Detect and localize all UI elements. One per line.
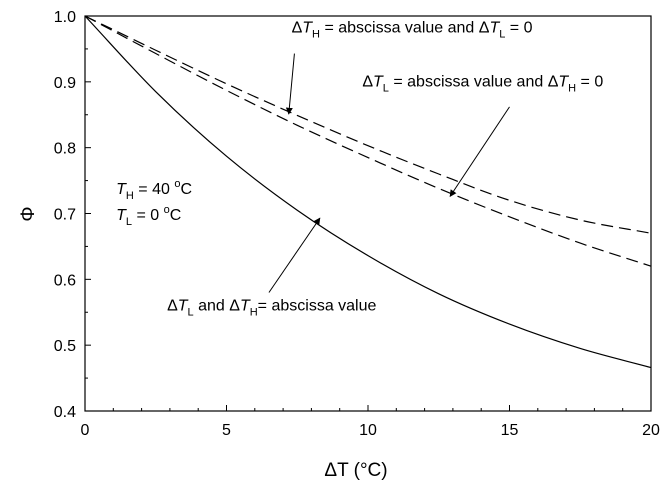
y-tick-label: 0.4 <box>54 404 76 421</box>
series-line-1 <box>84 15 652 234</box>
y-axis-label: Φ <box>18 206 39 221</box>
y-tick-label: 0.7 <box>54 207 76 224</box>
annotation-part: C <box>180 181 192 198</box>
label-low-arrow <box>449 106 510 197</box>
chart-marks <box>84 15 652 369</box>
annotation-part: and Δ <box>194 297 241 314</box>
annotation-part: C <box>170 207 182 224</box>
series-line-2 <box>84 15 652 267</box>
annotation-part: T <box>302 19 313 36</box>
series-line-3 <box>84 15 652 369</box>
annotation-part: = abscissa value <box>258 297 377 314</box>
annotation-part: T <box>489 19 500 36</box>
annotation-part: L <box>383 82 389 94</box>
label-both-arrow <box>268 217 321 293</box>
annotation-part: Δ <box>292 19 303 36</box>
y-tick-label: 0.8 <box>54 141 76 158</box>
annotation-part: = 0 <box>576 73 603 90</box>
annotation-part: T <box>240 297 251 314</box>
annotation-part: L <box>188 306 194 318</box>
annotation-part: Δ <box>362 73 373 90</box>
annotation-part: T <box>116 207 127 224</box>
cond-th-text: TH = 40 oC <box>116 178 192 202</box>
plot-area <box>84 15 652 412</box>
x-axis-label: ΔT (°C) <box>324 460 387 481</box>
cond-tl-text: TL = 0 oC <box>116 204 181 228</box>
tick-labels: 0 5 10 15 20 0.4 0.5 0.6 0.7 0.8 0.9 1.0 <box>54 9 660 439</box>
label-high-text: ΔTH = abscissa value and ΔTL = 0 <box>292 19 533 40</box>
annotation-part: = abscissa value and Δ <box>320 19 490 36</box>
y-tick-label: 0.9 <box>54 75 76 92</box>
annotation-part: T <box>116 181 127 198</box>
annotation-part: T <box>373 73 384 90</box>
annotation-part: L <box>126 216 132 228</box>
annotation-part: H <box>312 28 320 40</box>
annotation-part: T <box>558 73 569 90</box>
annotation-part: o <box>174 178 180 190</box>
label-both-text: ΔTL and ΔTH= abscissa value <box>167 297 376 318</box>
annotation-part: H <box>568 82 576 94</box>
annotation-part: o <box>164 204 170 216</box>
x-tick-label: 15 <box>501 422 519 439</box>
x-tick-label: 5 <box>222 422 231 439</box>
annotation-part: = 40 <box>134 181 174 198</box>
annotation-part: = 0 <box>132 207 164 224</box>
annotation-part: H <box>250 306 258 318</box>
y-tick-label: 0.6 <box>54 272 76 289</box>
annotation-part: H <box>126 190 134 202</box>
annotation-part: T <box>178 297 189 314</box>
x-tick-label: 10 <box>359 422 377 439</box>
annotation-part: = abscissa value and Δ <box>389 73 559 90</box>
label-high-arrow <box>285 53 295 115</box>
annotation-part: Δ <box>167 297 178 314</box>
x-tick-label: 20 <box>642 422 660 439</box>
y-tick-label: 1.0 <box>54 9 76 26</box>
annotation-part: = 0 <box>505 19 532 36</box>
y-tick-label: 0.5 <box>54 338 76 355</box>
x-tick-label: 0 <box>81 422 90 439</box>
label-low-text: ΔTL = abscissa value and ΔTH = 0 <box>362 73 603 94</box>
annotation-part: L <box>499 28 505 40</box>
